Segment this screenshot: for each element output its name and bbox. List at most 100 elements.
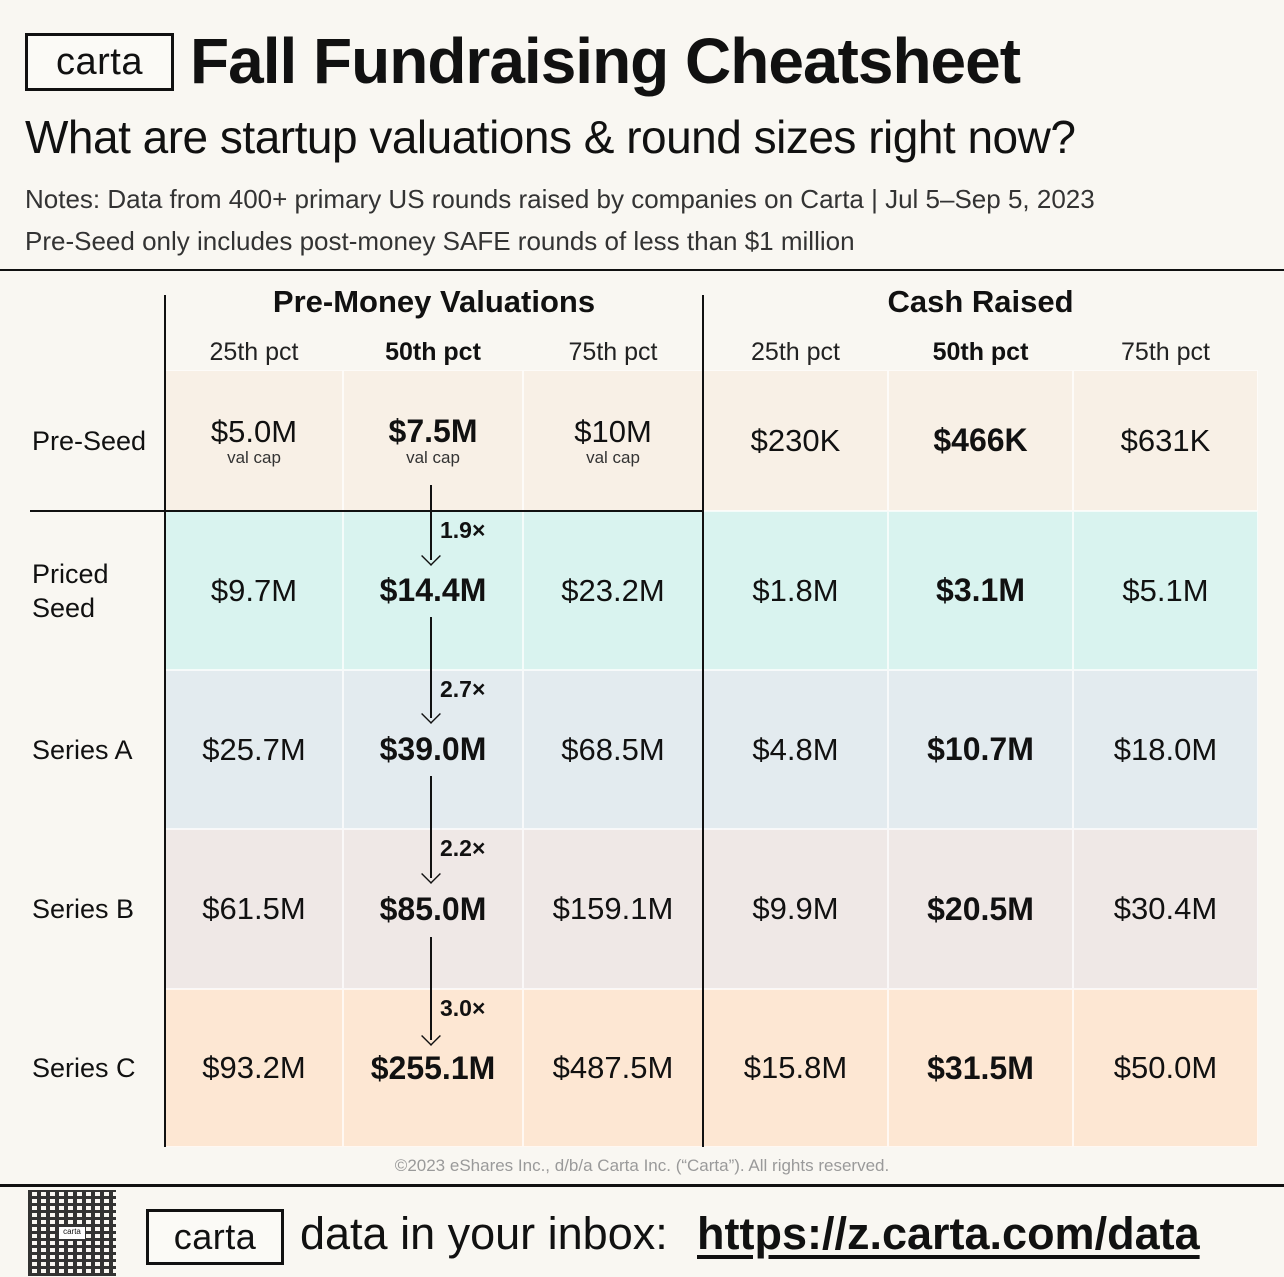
table-cell: $10M val cap <box>523 370 703 511</box>
table-cell: $466K <box>888 370 1073 511</box>
table-cell: $31.5M <box>888 989 1073 1147</box>
cell-value: $230K <box>750 422 841 458</box>
column-header: 50th pct <box>932 338 1029 366</box>
table-cell: $230K <box>703 370 888 511</box>
table-cell: $1.8M <box>703 511 888 670</box>
divider <box>30 510 703 512</box>
column-header: 75th pct <box>568 338 658 366</box>
arrow-line <box>430 485 432 560</box>
qr-label: carta <box>58 1226 86 1240</box>
cell-value: $4.8M <box>752 731 839 767</box>
cell-value: $15.8M <box>743 1050 848 1085</box>
cell-value: $5.0M <box>210 413 298 449</box>
cell-value: $255.1M <box>370 1049 496 1086</box>
cell-value: $20.5M <box>927 890 1034 927</box>
inbox-text: data in your inbox: <box>300 1208 668 1259</box>
row-label-text: Series A <box>32 734 133 765</box>
cell-value: $25.7M <box>202 731 306 767</box>
table-cell: $50.0M <box>1073 989 1258 1147</box>
cell-value: $50.0M <box>1113 1050 1218 1085</box>
cell-value: $10.7M <box>927 731 1034 767</box>
cell-value: $14.4M <box>379 572 487 608</box>
step-up-multiple: 2.7× <box>440 676 486 702</box>
cell-value: $31.5M <box>927 1049 1034 1086</box>
cell-value: $68.5M <box>561 731 665 767</box>
cell-value: $7.5M <box>388 413 478 449</box>
divider <box>0 269 1284 271</box>
table-cell: $4.8M <box>703 670 888 829</box>
cell-note: val cap <box>406 448 460 467</box>
table-cell: $68.5M <box>523 670 703 829</box>
row-label: Pre-Seed <box>32 370 162 511</box>
table-cell: $5.1M <box>1073 511 1258 670</box>
cell-value: $93.2M <box>202 1050 306 1085</box>
cell-value: $9.9M <box>752 891 839 926</box>
row-label: Series A <box>32 670 162 829</box>
group-header-valuations: Pre-Money Valuations <box>272 284 596 319</box>
cell-value: $9.7M <box>210 572 298 608</box>
column-header: 25th pct <box>751 338 840 366</box>
carta-logo: carta <box>25 33 174 91</box>
table-cell: $15.8M <box>703 989 888 1147</box>
divider <box>164 295 166 1147</box>
cell-value: $61.5M <box>202 891 306 926</box>
table-cell: $10.7M <box>888 670 1073 829</box>
table-cell: $61.5M <box>165 829 343 989</box>
table-cell: $9.9M <box>703 829 888 989</box>
step-up-multiple: 1.9× <box>440 517 486 543</box>
cell-note: val cap <box>586 447 640 467</box>
table-cell: $9.7M <box>165 511 343 670</box>
row-label: Priced Seed <box>32 511 162 670</box>
row-label-text: Series B <box>32 894 135 924</box>
table-cell: $30.4M <box>1073 829 1258 989</box>
arrow-line <box>430 937 432 1040</box>
table-cell: $487.5M <box>523 989 703 1147</box>
table-cell: $631K <box>1073 370 1258 511</box>
table-cell: $3.1M <box>888 511 1073 670</box>
cell-value: $466K <box>933 422 1028 458</box>
cell-value: $39.0M <box>379 731 487 767</box>
cell-value: $10M <box>574 413 652 449</box>
table-cell: $159.1M <box>523 829 703 989</box>
row-label-text: Pre-Seed <box>32 425 147 456</box>
cell-value: $3.1M <box>936 572 1025 608</box>
cell-value: $1.8M <box>752 572 839 608</box>
table-cell: $18.0M <box>1073 670 1258 829</box>
table-cell: $20.5M <box>888 829 1073 989</box>
copyright: ©2023 eShares Inc., d/b/a Carta Inc. (“C… <box>394 1156 890 1175</box>
column-header: 25th pct <box>209 338 299 366</box>
column-header: 75th pct <box>1121 338 1210 366</box>
divider <box>702 295 704 1147</box>
step-up-multiple: 2.2× <box>440 835 486 861</box>
arrow-line <box>430 617 432 718</box>
table-cell: $39.0M <box>343 670 523 829</box>
page-title: Fall Fundraising Cheatsheet <box>190 25 1021 97</box>
table-cell: $14.4M <box>343 511 523 670</box>
table-cell: $5.0M val cap <box>165 370 343 511</box>
cell-value: $18.0M <box>1113 731 1218 767</box>
cell-value: $30.4M <box>1113 891 1218 926</box>
arrow-line <box>430 776 432 878</box>
cell-value: $23.2M <box>561 572 665 608</box>
cell-value: $5.1M <box>1122 572 1209 608</box>
cell-value: $631K <box>1120 422 1211 458</box>
table-cell: $23.2M <box>523 511 703 670</box>
column-header: 50th pct <box>385 338 481 366</box>
note-1: Notes: Data from 400+ primary US rounds … <box>25 184 1095 214</box>
divider <box>0 1184 1284 1187</box>
cell-note: val cap <box>227 447 281 467</box>
table-cell: $25.7M <box>165 670 343 829</box>
row-label-text: Priced Seed <box>32 558 109 623</box>
subscribe-link[interactable]: https://z.carta.com/data <box>697 1208 1200 1259</box>
footer-carta-logo: carta <box>146 1209 284 1265</box>
row-label-text: Series C <box>32 1053 136 1083</box>
step-up-multiple: 3.0× <box>440 995 486 1021</box>
cell-value: $159.1M <box>552 891 674 926</box>
cell-value: $85.0M <box>379 890 487 927</box>
table-cell: $93.2M <box>165 989 343 1147</box>
table-cell: $255.1M <box>343 989 523 1147</box>
table-cell: $7.5M val cap <box>343 370 523 511</box>
page-subtitle: What are startup valuations & round size… <box>25 111 1076 163</box>
row-label: Series C <box>32 989 162 1147</box>
cell-value: $487.5M <box>552 1050 674 1085</box>
